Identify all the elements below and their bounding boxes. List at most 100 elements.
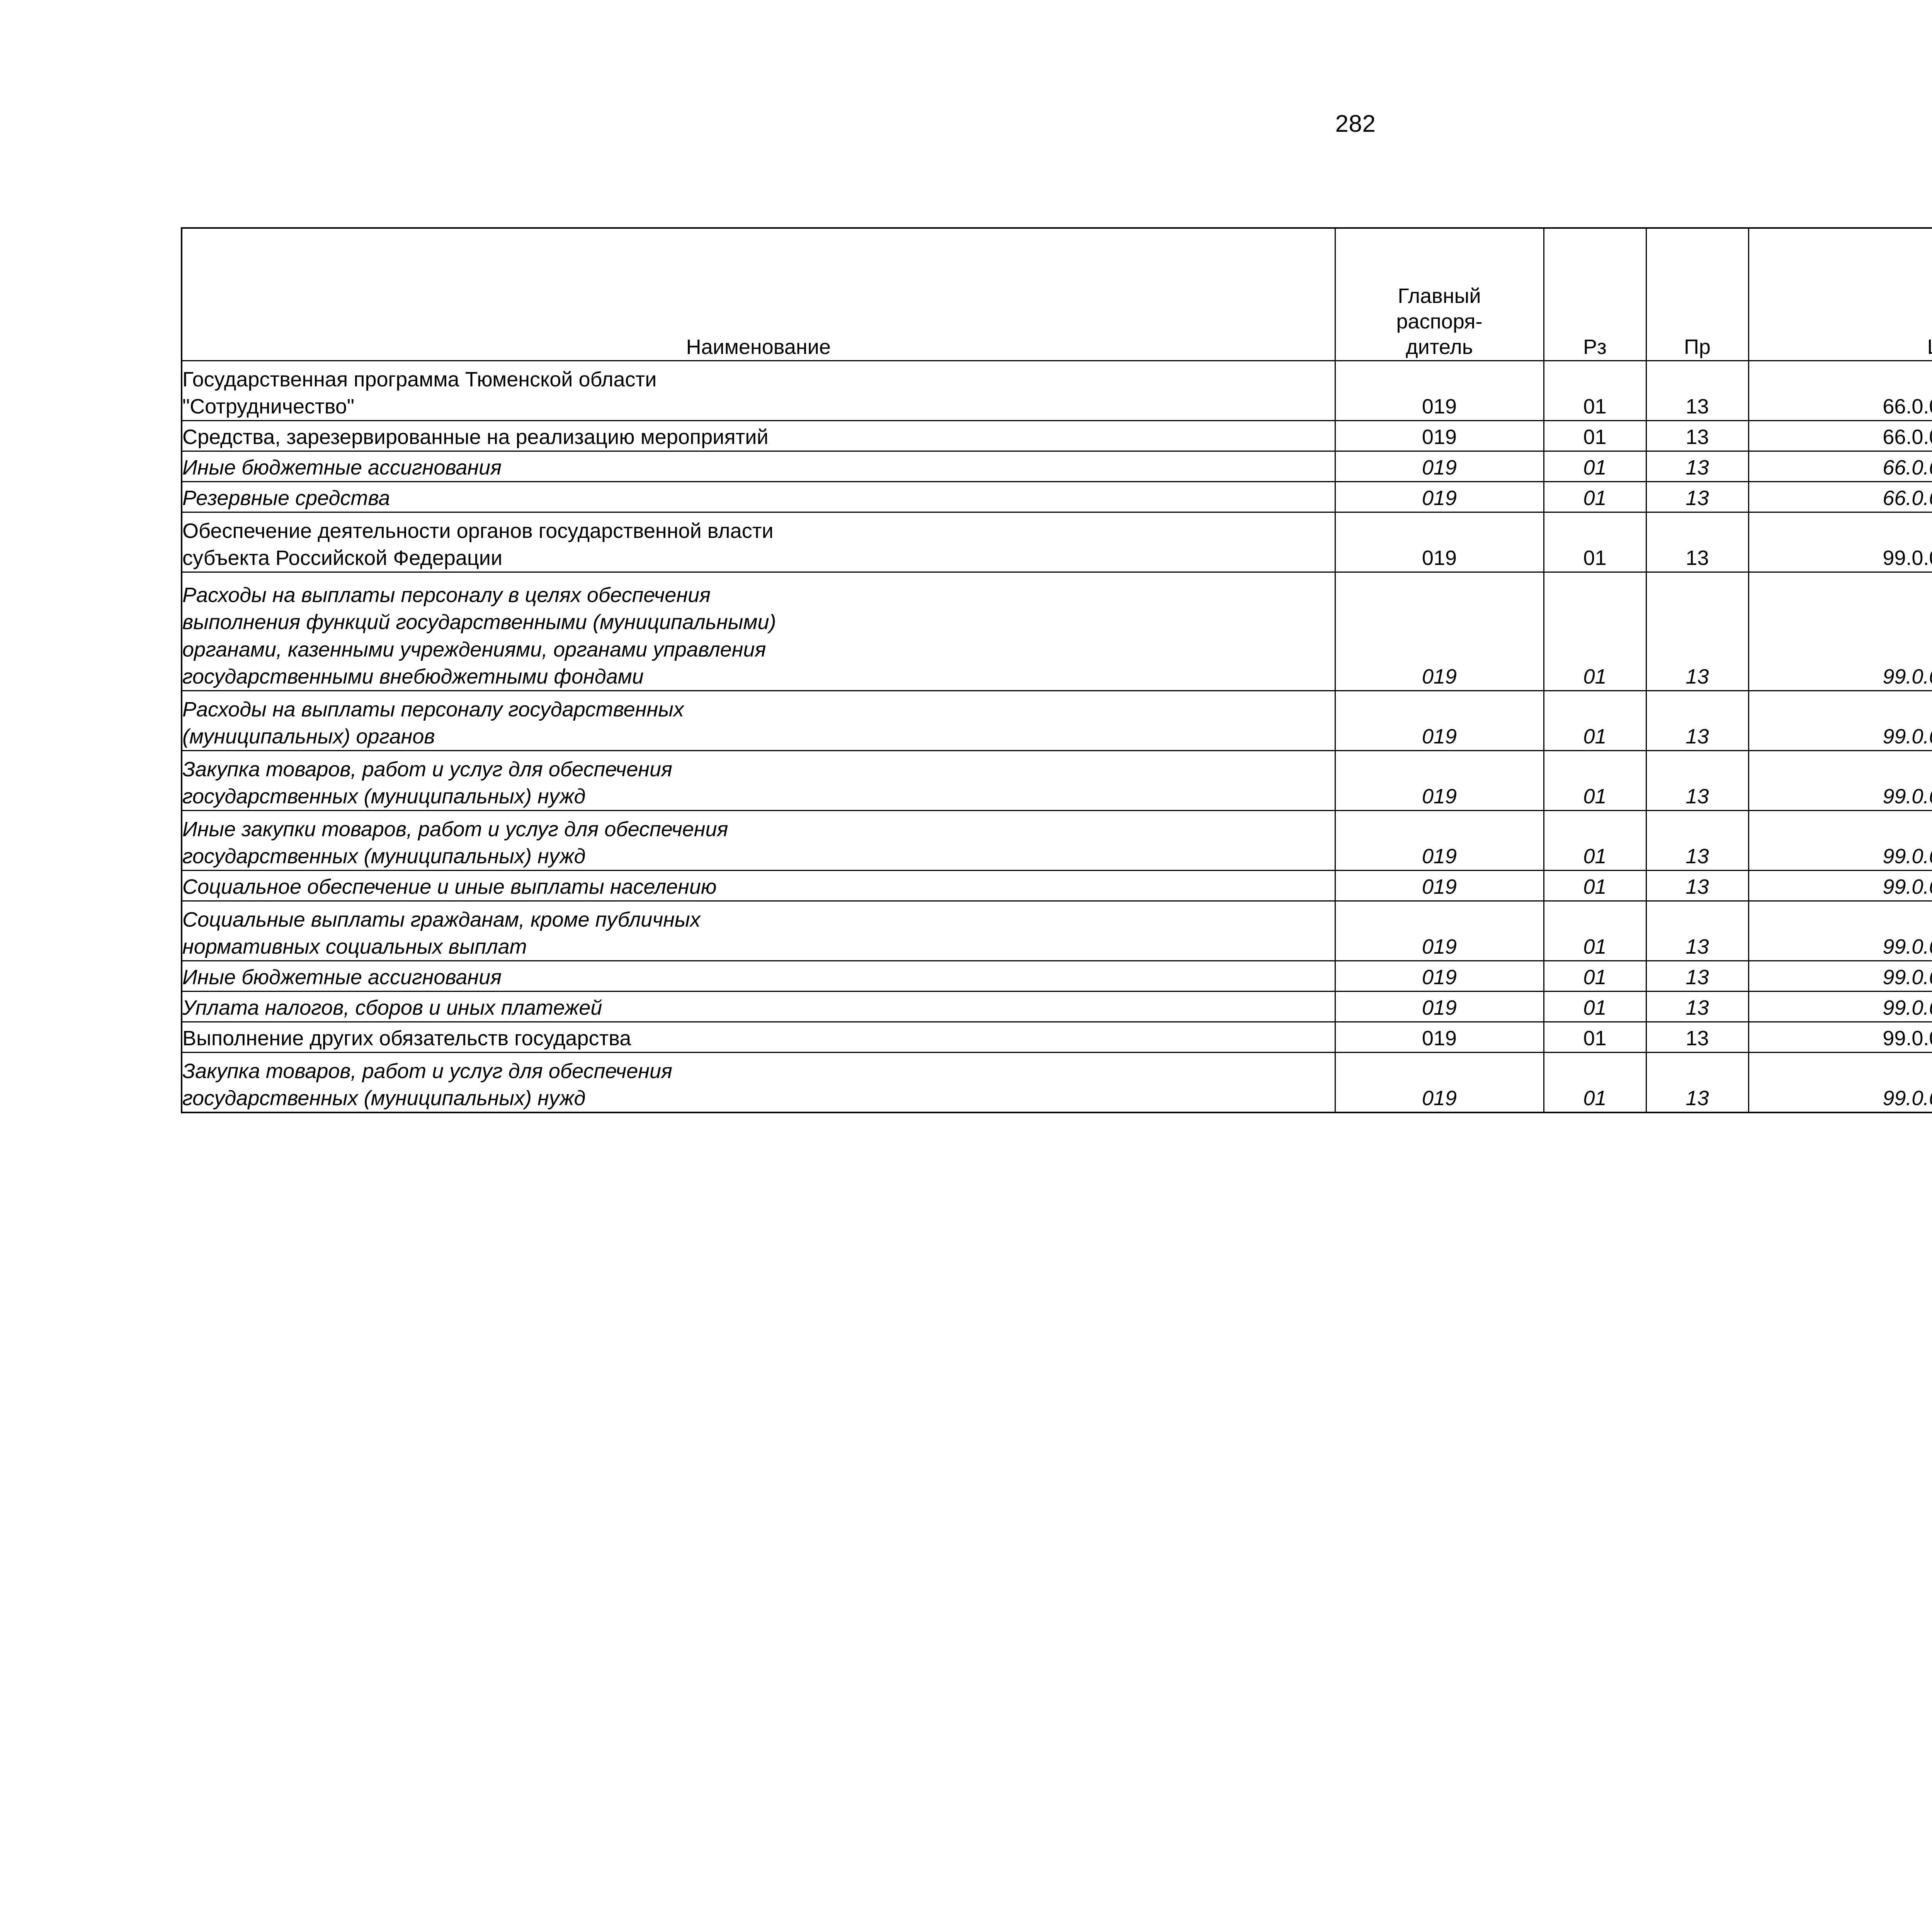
cell-chief-administrator: 019	[1334, 1021, 1544, 1053]
cell-rz: 01	[1543, 360, 1647, 421]
cell-name-line: "Сотрудничество"	[182, 395, 355, 418]
cell-name-line: Средства, зарезервированные на реализаци…	[182, 425, 769, 449]
table-row: Обеспечение деятельности органов государ…	[181, 512, 1932, 573]
cell-name: Средства, зарезервированные на реализаци…	[181, 420, 1336, 452]
cell-pr: 13	[1645, 900, 1749, 961]
table-header-row: Наименование Главный распоря- дитель Рз …	[181, 227, 1932, 361]
table-row: Иные закупки товаров, работ и услуг для …	[181, 810, 1932, 871]
table-row: Государственная программа Тюменской обла…	[181, 360, 1932, 421]
table-row: Социальное обеспечение и иные выплаты на…	[181, 870, 1932, 902]
cell-csr: 66.0.00.15140	[1748, 451, 1932, 482]
cell-csr: 99.0.00.00200	[1748, 1052, 1932, 1113]
cell-pr: 13	[1645, 512, 1749, 573]
cell-chief-administrator: 019	[1334, 900, 1544, 961]
table-row: Уплата налогов, сборов и иных платежей 01…	[181, 991, 1932, 1022]
cell-rz: 01	[1543, 451, 1647, 482]
cell-name-line: Государственная программа Тюменской обла…	[182, 367, 657, 391]
table-row: Средства, зарезервированные на реализаци…	[181, 420, 1932, 452]
column-header-chief-administrator-line3: дитель	[1406, 335, 1473, 359]
cell-pr: 13	[1645, 1052, 1749, 1113]
cell-chief-administrator: 019	[1334, 481, 1544, 513]
cell-name: Расходы на выплаты персоналу в целях обе…	[181, 572, 1336, 691]
cell-chief-administrator: 019	[1334, 360, 1544, 421]
cell-name-line: Закупка товаров, работ и услуг для обесп…	[182, 1059, 672, 1083]
cell-name: Иные закупки товаров, работ и услуг для …	[181, 810, 1336, 871]
cell-csr: 99.0.00.00100	[1748, 572, 1932, 691]
cell-pr: 13	[1645, 420, 1749, 452]
table-row: Иные бюджетные ассигнования 019011366.0.0…	[181, 451, 1932, 482]
cell-csr: 99.0.00.00100	[1748, 512, 1932, 573]
cell-chief-administrator: 019	[1334, 420, 1544, 452]
table-row: Расходы на выплаты персоналу в целях обе…	[181, 572, 1932, 691]
cell-chief-administrator: 019	[1334, 991, 1544, 1022]
cell-name-line: (муниципальных) органов	[182, 725, 435, 748]
cell-rz: 01	[1543, 512, 1647, 573]
cell-rz: 01	[1543, 900, 1647, 961]
cell-name-line: государственных (муниципальных) нужд	[182, 784, 586, 808]
cell-csr: 66.0.00.15140	[1748, 420, 1932, 452]
cell-csr: 99.0.00.00100	[1748, 750, 1932, 811]
cell-rz: 01	[1543, 1021, 1647, 1053]
cell-csr: 99.0.00.00100	[1748, 810, 1932, 871]
cell-name-line: Резервные средства	[182, 486, 390, 510]
cell-csr: 99.0.00.00200	[1748, 1021, 1932, 1053]
column-header-chief-administrator-line1: Главный	[1398, 284, 1481, 308]
cell-rz: 01	[1543, 481, 1647, 513]
cell-name-line: Иные бюджетные ассигнования	[182, 456, 502, 479]
cell-pr: 13	[1645, 991, 1749, 1022]
cell-pr: 13	[1645, 810, 1749, 871]
cell-csr: 99.0.00.00100	[1748, 991, 1932, 1022]
cell-name-line: государственных (муниципальных) нужд	[182, 844, 586, 868]
cell-pr: 13	[1645, 750, 1749, 811]
table-row: Социальные выплаты гражданам, кроме публ…	[181, 900, 1932, 961]
cell-csr: 99.0.00.00100	[1748, 960, 1932, 992]
cell-pr: 13	[1645, 960, 1749, 992]
cell-pr: 13	[1645, 870, 1749, 902]
cell-chief-administrator: 019	[1334, 512, 1544, 573]
cell-name: Иные бюджетные ассигнования	[181, 960, 1336, 992]
cell-rz: 01	[1543, 960, 1647, 992]
column-header-name: Наименование	[181, 227, 1336, 361]
cell-name-line: Уплата налогов, сборов и иных платежей	[182, 996, 602, 1019]
cell-rz: 01	[1543, 1052, 1647, 1113]
cell-name: Закупка товаров, работ и услуг для обесп…	[181, 750, 1336, 811]
cell-chief-administrator: 019	[1334, 750, 1544, 811]
cell-name: Уплата налогов, сборов и иных платежей	[181, 991, 1336, 1022]
cell-pr: 13	[1645, 572, 1749, 691]
cell-name-line: государственными внебюджетными фондами	[182, 665, 644, 688]
cell-chief-administrator: 019	[1334, 870, 1544, 902]
budget-appropriations-table: Наименование Главный распоря- дитель Рз …	[181, 227, 1932, 1113]
cell-name: Выполнение других обязательств государст…	[181, 1021, 1336, 1053]
cell-rz: 01	[1543, 870, 1647, 902]
column-header-rz: Рз	[1543, 227, 1647, 361]
cell-chief-administrator: 019	[1334, 1052, 1544, 1113]
cell-name: Расходы на выплаты персоналу государстве…	[181, 690, 1336, 751]
cell-chief-administrator: 019	[1334, 572, 1544, 691]
cell-pr: 13	[1645, 481, 1749, 513]
cell-name-line: нормативных социальных выплат	[182, 935, 527, 958]
cell-name-line: государственных (муниципальных) нужд	[182, 1086, 586, 1110]
cell-chief-administrator: 019	[1334, 690, 1544, 751]
table-row: Выполнение других обязательств государст…	[181, 1021, 1932, 1053]
cell-name-line: Обеспечение деятельности органов государ…	[182, 519, 774, 543]
cell-chief-administrator: 019	[1334, 810, 1544, 871]
cell-csr: 99.0.00.00100	[1748, 870, 1932, 902]
column-header-chief-administrator-line2: распоря-	[1396, 310, 1483, 333]
cell-rz: 01	[1543, 750, 1647, 811]
cell-name: Резервные средства	[181, 481, 1336, 513]
cell-name-line: Расходы на выплаты персоналу в целях обе…	[182, 583, 711, 607]
table-row: Иные бюджетные ассигнования 019011399.0.0…	[181, 960, 1932, 992]
cell-chief-administrator: 019	[1334, 960, 1544, 992]
column-header-pr: Пр	[1645, 227, 1749, 361]
table-row: Расходы на выплаты персоналу государстве…	[181, 690, 1932, 751]
cell-name-line: выполнения функций государственными (мун…	[182, 611, 776, 634]
cell-pr: 13	[1645, 360, 1749, 421]
cell-name-line: Выполнение других обязательств государст…	[182, 1026, 631, 1050]
cell-name: Социальное обеспечение и иные выплаты на…	[181, 870, 1336, 902]
cell-name: Закупка товаров, работ и услуг для обесп…	[181, 1052, 1336, 1113]
cell-name-line: Социальные выплаты гражданам, кроме публ…	[182, 908, 701, 931]
table-row: Закупка товаров, работ и услуг для обесп…	[181, 750, 1932, 811]
column-header-csr: ЦСР	[1748, 227, 1932, 361]
table-row: Закупка товаров, работ и услуг для обесп…	[181, 1052, 1932, 1113]
